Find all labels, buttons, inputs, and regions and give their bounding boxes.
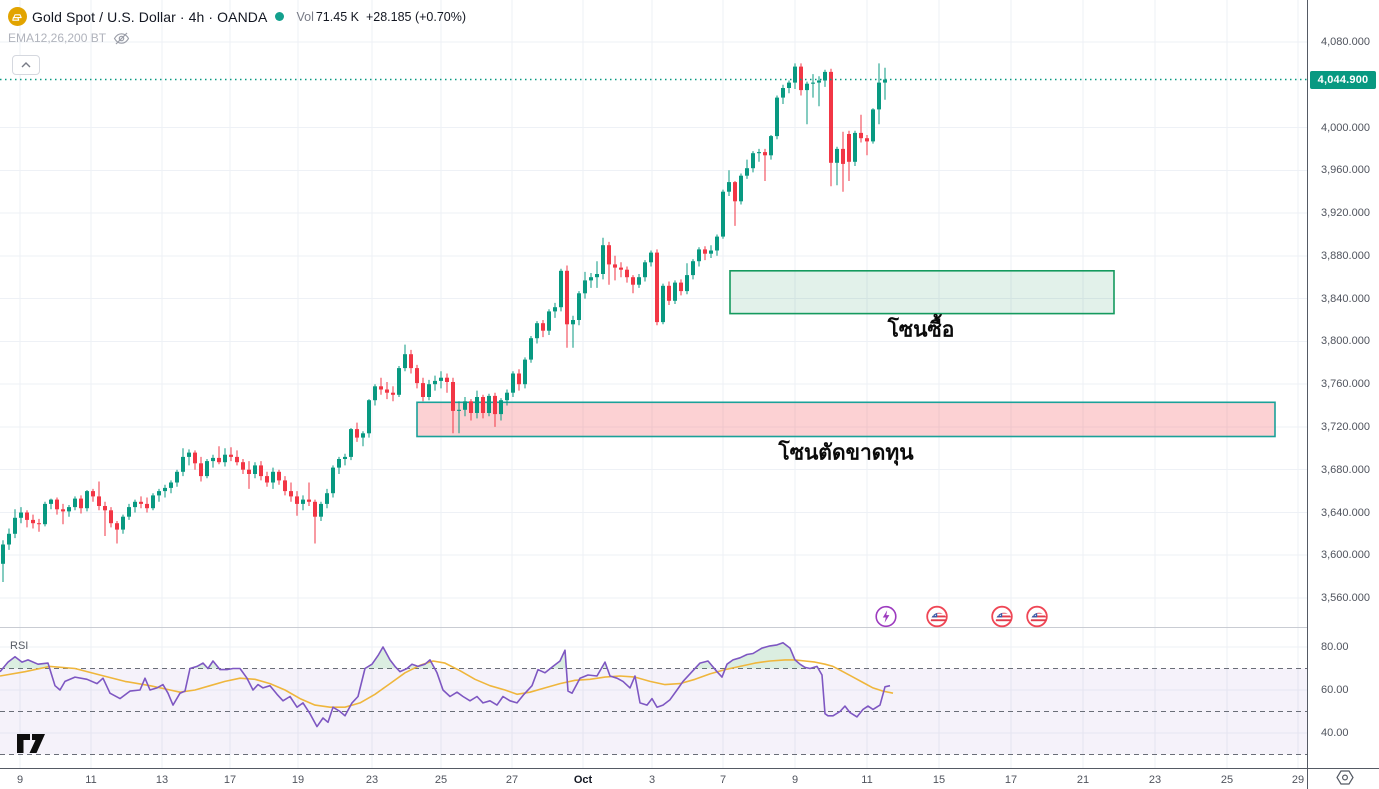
volume-value: 71.45 K [315,9,359,24]
stop-loss-zone-label[interactable]: โซนตัดขาดทุน [778,441,914,465]
time-axis-label: 3 [648,773,656,786]
stop-loss-zone[interactable] [416,401,1276,438]
time-axis-label: 17 [223,773,237,786]
time-axis-label-month: Oct [573,773,593,786]
price-axis-label: 4,000.000 [1321,121,1370,134]
rsi-pane [0,641,1307,755]
gold-symbol-logo [8,7,27,26]
us-flag-icon[interactable] [926,605,948,633]
ema-indicator-label[interactable]: EMA12,26,200 BT [8,31,107,45]
time-axis-label: 17 [1004,773,1018,786]
gridlines [0,0,1307,768]
price-axis-label: 3,880.000 [1321,249,1370,262]
session-settings-icon[interactable] [1336,769,1354,789]
price-axis-label: 3,640.000 [1321,506,1370,519]
eye-off-icon[interactable] [113,32,130,45]
time-axis-label: 11 [861,773,873,786]
axis-corner-divider [1307,769,1308,789]
price-axis-label: 3,560.000 [1321,592,1370,604]
price-axis-label: 3,800.000 [1321,335,1370,348]
buy-zone[interactable] [729,269,1115,315]
price-axis-label: 3,600.000 [1321,549,1370,562]
volume-label: Vol [296,9,314,24]
price-axis-label: 3,680.000 [1321,463,1370,476]
price-axis-label: 3,760.000 [1321,378,1370,391]
price-axis-label: 3,840.000 [1321,292,1370,305]
rsi-indicator-label[interactable]: RSI [10,640,29,652]
rsi-axis-label: 80.00 [1321,641,1349,653]
volume-readout: Vol 71.45 K +28.185 (+0.70%) [296,10,466,24]
time-axis[interactable]: 9 11 13 17 19 23 25 27 Oct 3 7 9 11 15 17 21 23 25 29 [0,768,1379,789]
chart-legend: Gold Spot / U.S. Dollar · 4h · OANDA Vol… [8,7,466,45]
collapse-pane-button[interactable] [12,55,40,75]
price-change-value: +28.185 (+0.70%) [365,9,467,24]
time-axis-label: 7 [719,773,727,786]
time-axis-label: 23 [1148,773,1162,786]
time-axis-label: 19 [291,773,305,786]
time-axis-label: 27 [505,773,519,786]
time-axis-label: 9 [791,773,799,786]
price-axis-label: 3,960.000 [1321,164,1370,177]
price-axis-label: 4,080.000 [1321,36,1370,48]
time-axis-label: 15 [932,773,946,786]
time-axis-label: 9 [16,773,24,786]
price-axis-label: 3,720.000 [1321,420,1370,433]
time-axis-label: 29 [1291,773,1305,786]
market-status-dot[interactable] [275,12,285,21]
us-flag-icon[interactable] [1026,605,1048,633]
symbol-title[interactable]: Gold Spot / U.S. Dollar · 4h · OANDA [32,8,268,25]
time-axis-label: 25 [434,773,448,786]
rsi-axis-label: 40.00 [1321,727,1349,739]
last-price-badge: 4,044.900 [1310,70,1376,89]
time-axis-label: 23 [365,773,379,786]
time-axis-label: 13 [155,773,169,786]
tradingview-logo[interactable] [16,733,50,759]
buy-zone-label[interactable]: โซนซื้อ [887,318,955,342]
rsi-axis-label: 60.00 [1321,684,1349,696]
price-axis-label: 3,920.000 [1321,207,1370,220]
time-axis-label: 25 [1220,773,1234,786]
lightning-icon[interactable] [875,605,897,633]
time-axis-label: 11 [85,773,97,786]
candles [1,63,887,582]
time-axis-label: 21 [1076,773,1090,786]
drawing-zones[interactable] [416,269,1276,438]
price-axis[interactable]: 4,044.900 4,080.000 4,000.000 3,960.000 3,9… [1307,0,1379,768]
us-flag-icon[interactable] [991,605,1013,633]
